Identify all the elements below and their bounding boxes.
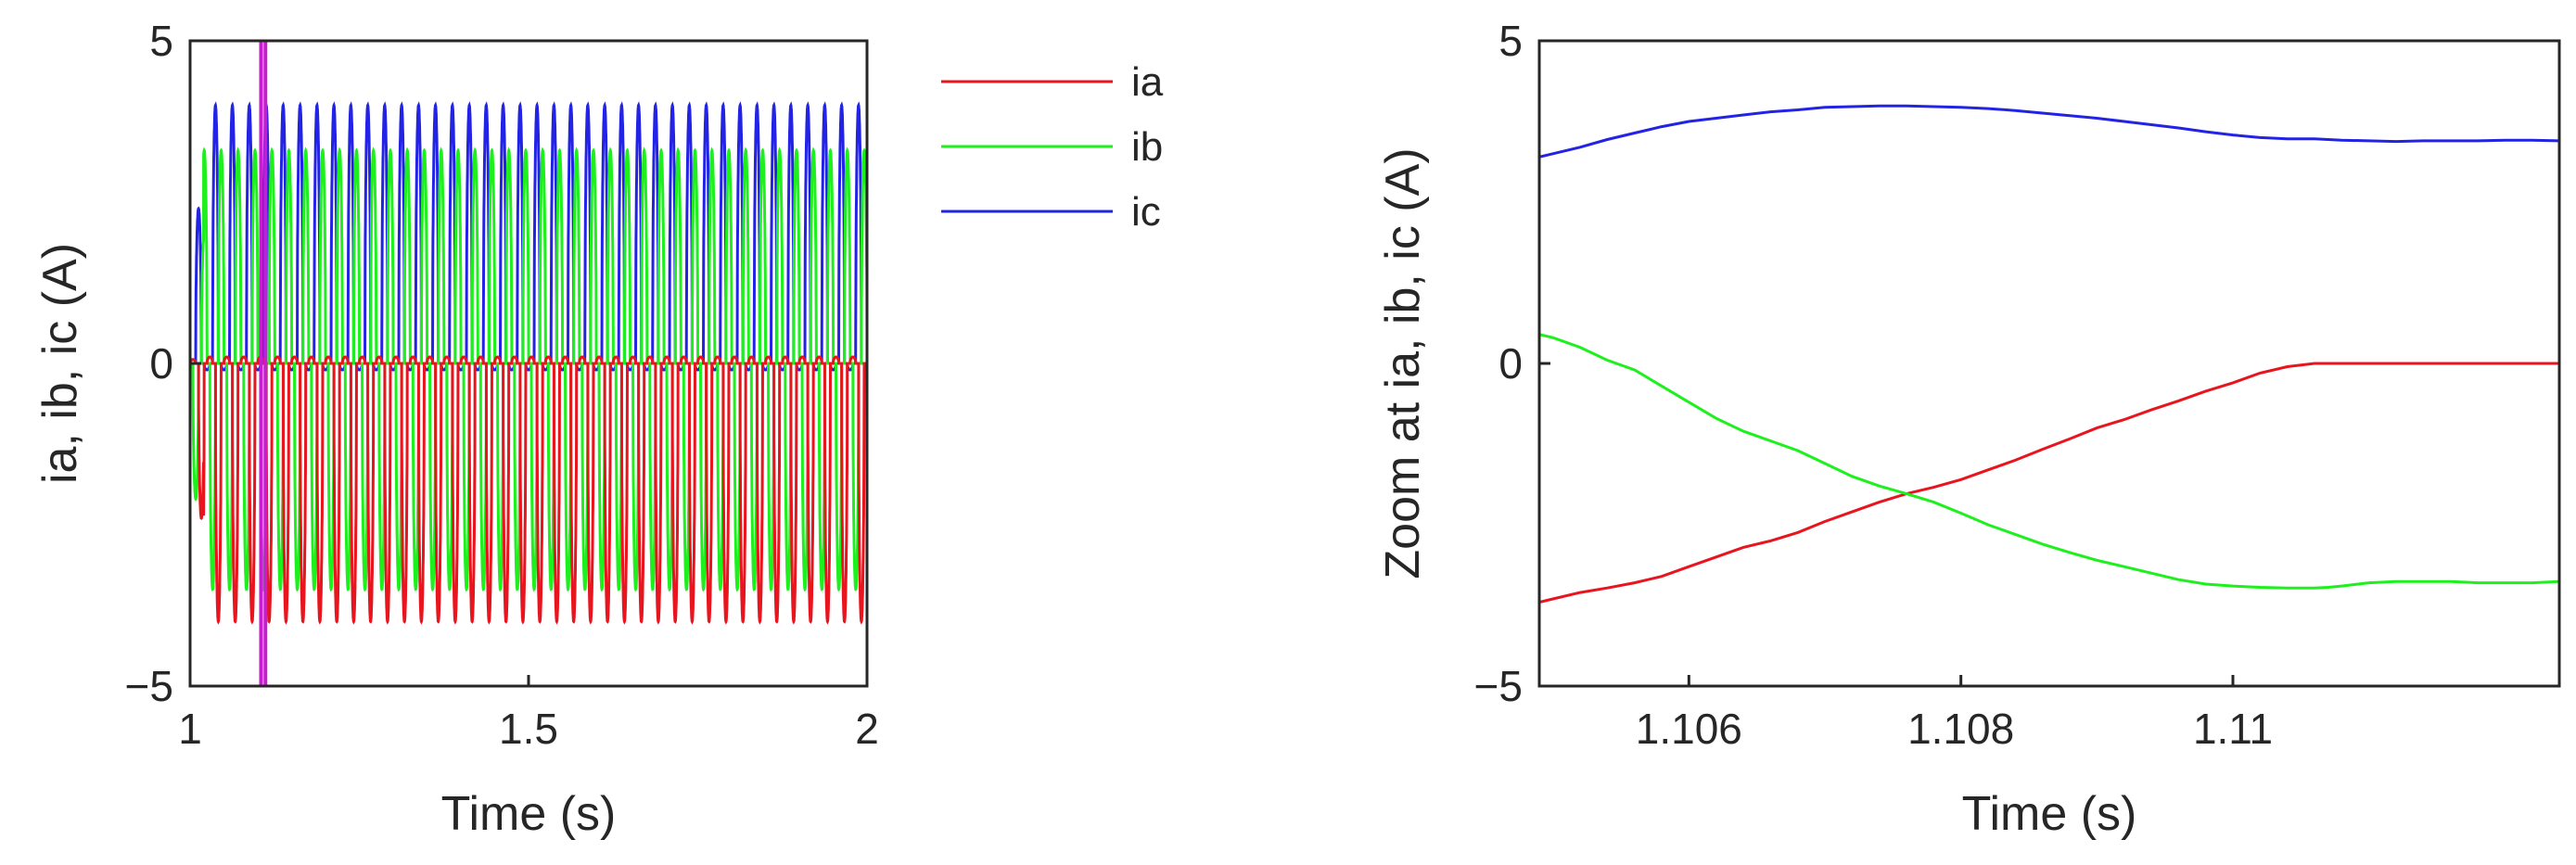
left-y-axis-label: ia, ib, ic (A) xyxy=(33,243,87,484)
left-x-tick-label: 1 xyxy=(178,705,202,753)
left-x-axis-label: Time (s) xyxy=(441,787,617,841)
legend-label-ic: ic xyxy=(1131,189,1161,235)
right-chart-panel: 1.106 1.108 1.11 −5 0 5 Time (s) Zoom at ia, … xyxy=(1376,17,2561,841)
right-y-tick-label: 0 xyxy=(1498,339,1523,388)
left-y-tick-label: 0 xyxy=(149,339,173,388)
right-series-ic xyxy=(1539,104,2559,159)
right-y-axis-label: Zoom at ia, ib, ic (A) xyxy=(1376,147,1430,579)
legend-label-ib: ib xyxy=(1131,124,1163,170)
left-series-ia xyxy=(190,355,867,625)
left-y-tick-label: −5 xyxy=(125,662,173,710)
right-x-axis-label: Time (s) xyxy=(1962,787,2137,841)
left-y-tick-label: 5 xyxy=(149,17,173,65)
right-x-tick-label: 1.11 xyxy=(2193,705,2273,753)
left-series-ib xyxy=(190,146,867,592)
right-x-tick-label: 1.108 xyxy=(1907,705,2014,753)
legend: ia ib ic xyxy=(941,59,1164,235)
right-y-tick-label: −5 xyxy=(1474,662,1523,710)
legend-label-ia: ia xyxy=(1131,59,1164,105)
right-series-ib xyxy=(1539,333,2559,590)
left-x-tick-label: 1.5 xyxy=(499,705,558,753)
left-chart-panel: 1 1.5 2 −5 0 5 Time (s) ia, ib, ic (A) xyxy=(33,17,879,841)
right-x-tick-label: 1.106 xyxy=(1636,705,1742,753)
right-series-ia xyxy=(1539,362,2559,604)
left-x-tick-label: 2 xyxy=(855,705,879,753)
right-y-tick-label: 5 xyxy=(1498,17,1523,65)
